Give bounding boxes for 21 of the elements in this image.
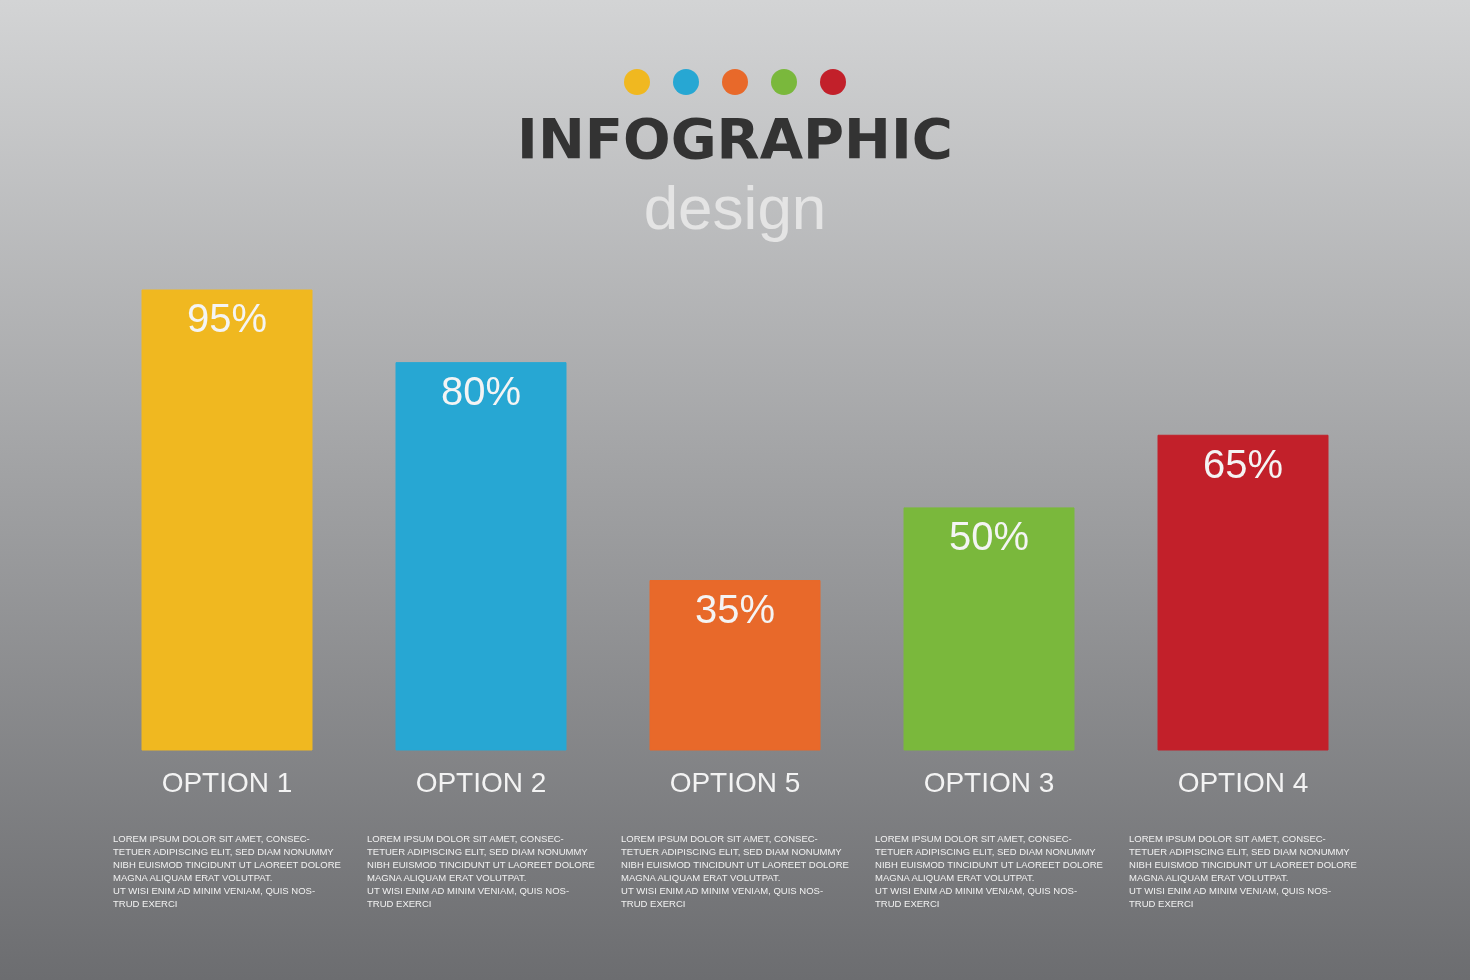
bar <box>903 507 1075 751</box>
text: LOREM IPSUM DOLOR SIT AMET, CONSEC- TETUER ADIPISCING ELIT, SED DIAM NONUMMY NIBH EUISMOD TINCIDUNT UT LAOREET DOLORE MAGNA ALIQUAM ERAT VOLUTPAT. UT WISI ENIM AD MINIM VENIAM, QUIS NOS- TRUD EXERCI <box>367 832 595 910</box>
text: LOREM IPSUM DOLOR SIT AMET, CONSEC- TETUER ADIPISCING ELIT, SED DIAM NONUMMY NIBH EUISMOD TINCIDUNT UT LAOREET DOLORE MAGNA ALIQUAM ERAT VOLUTPAT. UT WISI ENIM AD MINIM VENIAM, QUIS NOS- TRUD EXERCI <box>1129 832 1357 910</box>
x-tick-label: OPTION 1 <box>161 767 293 798</box>
bar <box>395 362 567 751</box>
data-label: 65% <box>1202 441 1284 486</box>
chart-title: INFOGRAPHIC <box>517 106 953 171</box>
text: LOREM IPSUM DOLOR SIT AMET, CONSEC- TETUER ADIPISCING ELIT, SED DIAM NONUMMY NIBH EUISMOD TINCIDUNT UT LAOREET DOLORE MAGNA ALIQUAM ERAT VOLUTPAT. UT WISI ENIM AD MINIM VENIAM, QUIS NOS- TRUD EXERCI <box>621 832 849 910</box>
x-tick-label: OPTION 2 <box>415 767 547 798</box>
x-tick-label: OPTION 5 <box>669 767 801 798</box>
x-tick-label: OPTION 4 <box>1177 767 1309 798</box>
text: LOREM IPSUM DOLOR SIT AMET, CONSEC- TETUER ADIPISCING ELIT, SED DIAM NONUMMY NIBH EUISMOD TINCIDUNT UT LAOREET DOLORE MAGNA ALIQUAM ERAT VOLUTPAT. UT WISI ENIM AD MINIM VENIAM, QUIS NOS- TRUD EXERCI <box>875 832 1103 910</box>
data-label: 95% <box>186 296 268 341</box>
bar <box>1157 434 1329 751</box>
data-label: 50% <box>948 514 1030 559</box>
x-tick-label: OPTION 3 <box>923 767 1055 798</box>
bar <box>141 289 313 751</box>
bar <box>649 580 821 751</box>
text: LOREM IPSUM DOLOR SIT AMET, CONSEC- TETUER ADIPISCING ELIT, SED DIAM NONUMMY NIBH EUISMOD TINCIDUNT UT LAOREET DOLORE MAGNA ALIQUAM ERAT VOLUTPAT. UT WISI ENIM AD MINIM VENIAM, QUIS NOS- TRUD EXERCI <box>113 832 341 910</box>
data-label: 80% <box>440 369 522 414</box>
data-label: 35% <box>694 586 776 631</box>
